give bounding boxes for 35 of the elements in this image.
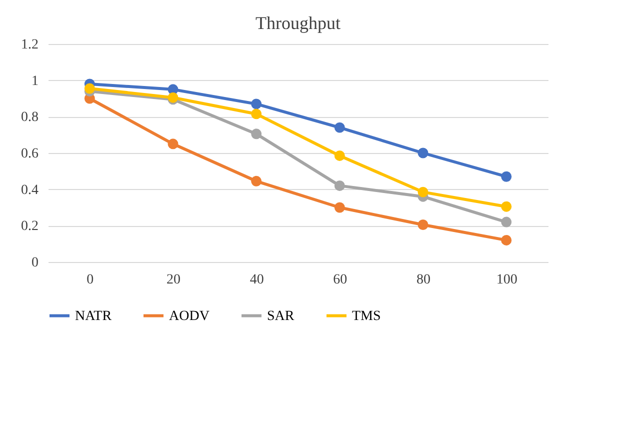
y-tick-label: 0.6	[21, 146, 38, 162]
x-tick-label: 80	[416, 272, 430, 288]
point	[334, 122, 345, 133]
point	[501, 171, 512, 182]
point	[418, 186, 428, 198]
point	[334, 202, 345, 213]
point	[251, 108, 262, 120]
point	[168, 138, 178, 150]
legend-label: SAR	[267, 308, 295, 324]
legend-label: TMS	[352, 308, 381, 324]
point	[501, 216, 512, 228]
legend-label: NATR	[75, 308, 112, 324]
y-tick-label: 0	[32, 256, 38, 270]
y-tick-label: 0.4	[21, 182, 38, 198]
point	[501, 201, 512, 212]
point	[418, 220, 428, 230]
point	[251, 98, 262, 110]
x-tick-label: 20	[166, 272, 180, 288]
x-tick-label: 60	[333, 272, 348, 288]
point	[334, 150, 345, 161]
y-tick-label: 1.2	[21, 38, 38, 52]
point	[418, 148, 428, 158]
point	[84, 83, 95, 94]
chart-title: Throughput	[256, 13, 340, 33]
y-tick-label: 1	[32, 74, 38, 89]
legend-label: AODV	[169, 308, 210, 324]
point	[251, 176, 262, 186]
point	[501, 234, 512, 246]
y-tick-label: 0.8	[21, 110, 38, 126]
point	[251, 128, 262, 140]
x-tick-label: 40	[250, 272, 264, 288]
y-tick-label: 0.2	[21, 219, 38, 234]
point	[334, 180, 345, 191]
x-tick-label: 100	[496, 272, 518, 288]
x-tick-label: 0	[86, 272, 94, 288]
